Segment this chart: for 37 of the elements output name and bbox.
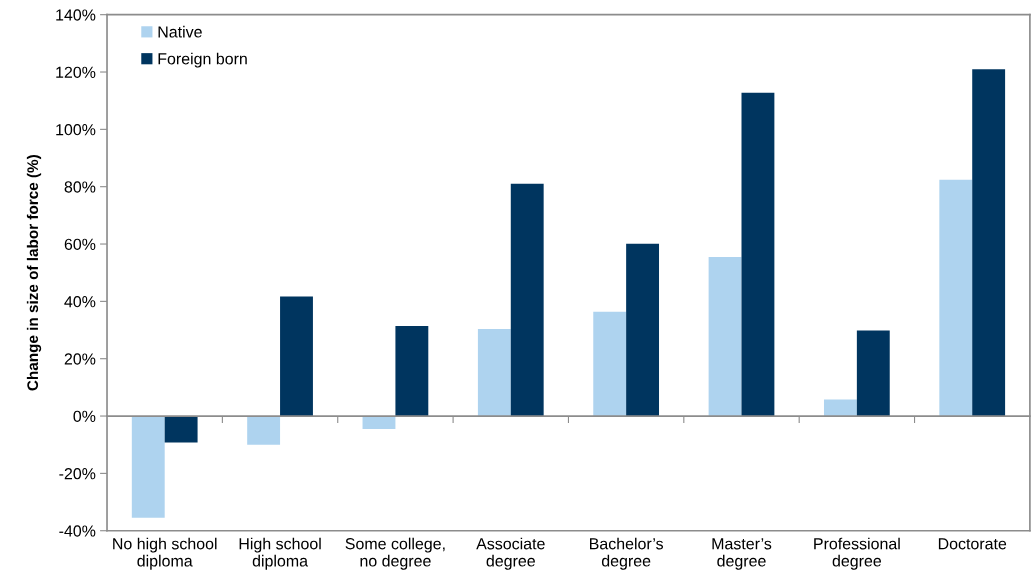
bar [741,92,775,417]
y-tick-label: 120% [56,66,96,78]
x-tick-label: Bachelor’s degree [590,537,664,570]
x-tick-label: Some college, no degree [345,537,445,570]
bar [395,326,429,417]
bar [247,416,281,445]
bar [708,256,742,417]
bar [164,416,198,443]
y-tick-label: 20% [64,353,96,365]
y-tick-label: 0% [73,410,96,422]
bar [593,311,627,417]
y-axis-title: Change in size of labor force (%) [26,155,42,391]
bar [280,296,313,417]
x-tick-label: High school diploma [239,537,321,570]
bar [823,399,857,417]
legend-label: Native [158,25,202,38]
x-tick-label: Associate degree [476,537,545,570]
bar [856,330,890,417]
y-tick-label: 100% [56,123,96,136]
bar [626,243,660,417]
x-tick-label: Doctorate [938,538,1007,550]
bar [477,328,511,417]
bar [510,183,544,417]
y-tick-label: -40% [59,525,96,537]
x-tick-label: No high school diploma [113,537,217,570]
y-tick-label: 140% [56,9,96,21]
y-tick-label: 60% [64,238,96,250]
y-tick-label: 40% [64,296,96,308]
bar [939,179,973,417]
bar [131,416,165,518]
x-tick-label: Professional degree [814,537,900,570]
legend-label: Foreign born [158,52,247,68]
bar [362,416,396,429]
x-tick-label: Master’s degree [712,538,772,570]
y-tick-label: 80% [64,181,96,193]
bar [972,69,1006,417]
y-tick-label: -20% [59,468,96,480]
